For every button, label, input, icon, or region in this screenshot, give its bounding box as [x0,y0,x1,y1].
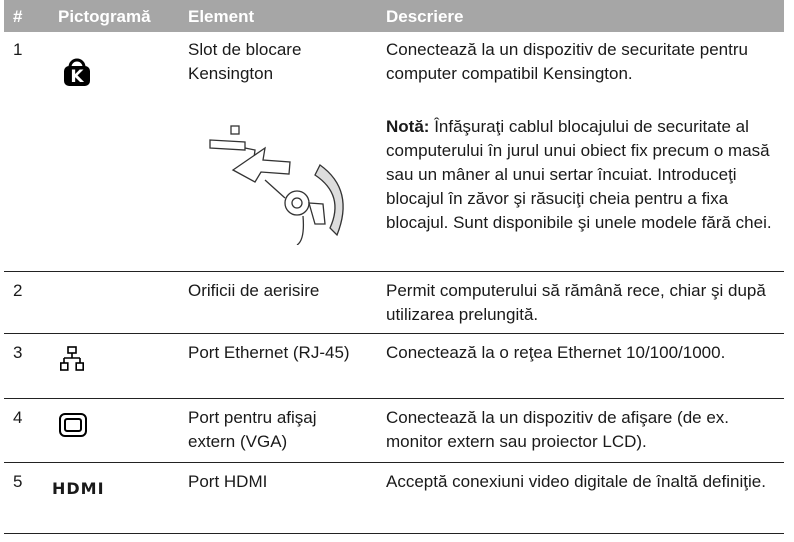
vga-icon [59,413,87,437]
row-number: 5 [13,472,23,491]
hdmi-icon: HDMI [52,479,105,498]
element-name: Port pentru afişaj extern (VGA) [188,408,317,451]
description: Acceptă conexiuni video digitale de înal… [386,472,766,491]
element-name: Port Ethernet (RJ-45) [188,343,350,362]
row-number: 3 [13,343,23,362]
table-header [4,0,784,32]
lock-illustration [209,125,344,245]
description: Conectează la un dispozitiv de securitat… [386,40,748,83]
kensington-icon: K [64,58,90,87]
row-separator [4,333,784,334]
note-label: Notă: [386,117,430,136]
header-cell: Descriere [386,7,464,26]
description: Permit computerului să rămână rece, chia… [386,281,766,324]
header-cell: # [13,7,23,26]
header-cell: Element [188,7,255,26]
svg-text:K: K [70,67,84,87]
ethernet-icon [60,346,84,371]
note: Notă: Înfăşuraţi cablul blocajului de se… [386,115,781,235]
description: Conectează la un dispozitiv de afişare (… [386,408,730,451]
row-number: 1 [13,40,23,59]
note-text: Înfăşuraţi cablul blocajului de securita… [386,117,772,232]
description: Conectează la o reţea Ethernet 10/100/10… [386,343,726,362]
row-number: 2 [13,281,23,300]
row-separator [4,462,784,463]
element-name: Port HDMI [188,472,268,491]
header-cell: Pictogramă [58,7,151,26]
element-name: Slot de blocare Kensington [188,40,302,83]
row-separator [4,533,784,534]
element-name: Orificii de aerisire [188,281,320,300]
row-separator [4,271,784,272]
row-number: 4 [13,408,23,427]
row-separator [4,398,784,399]
